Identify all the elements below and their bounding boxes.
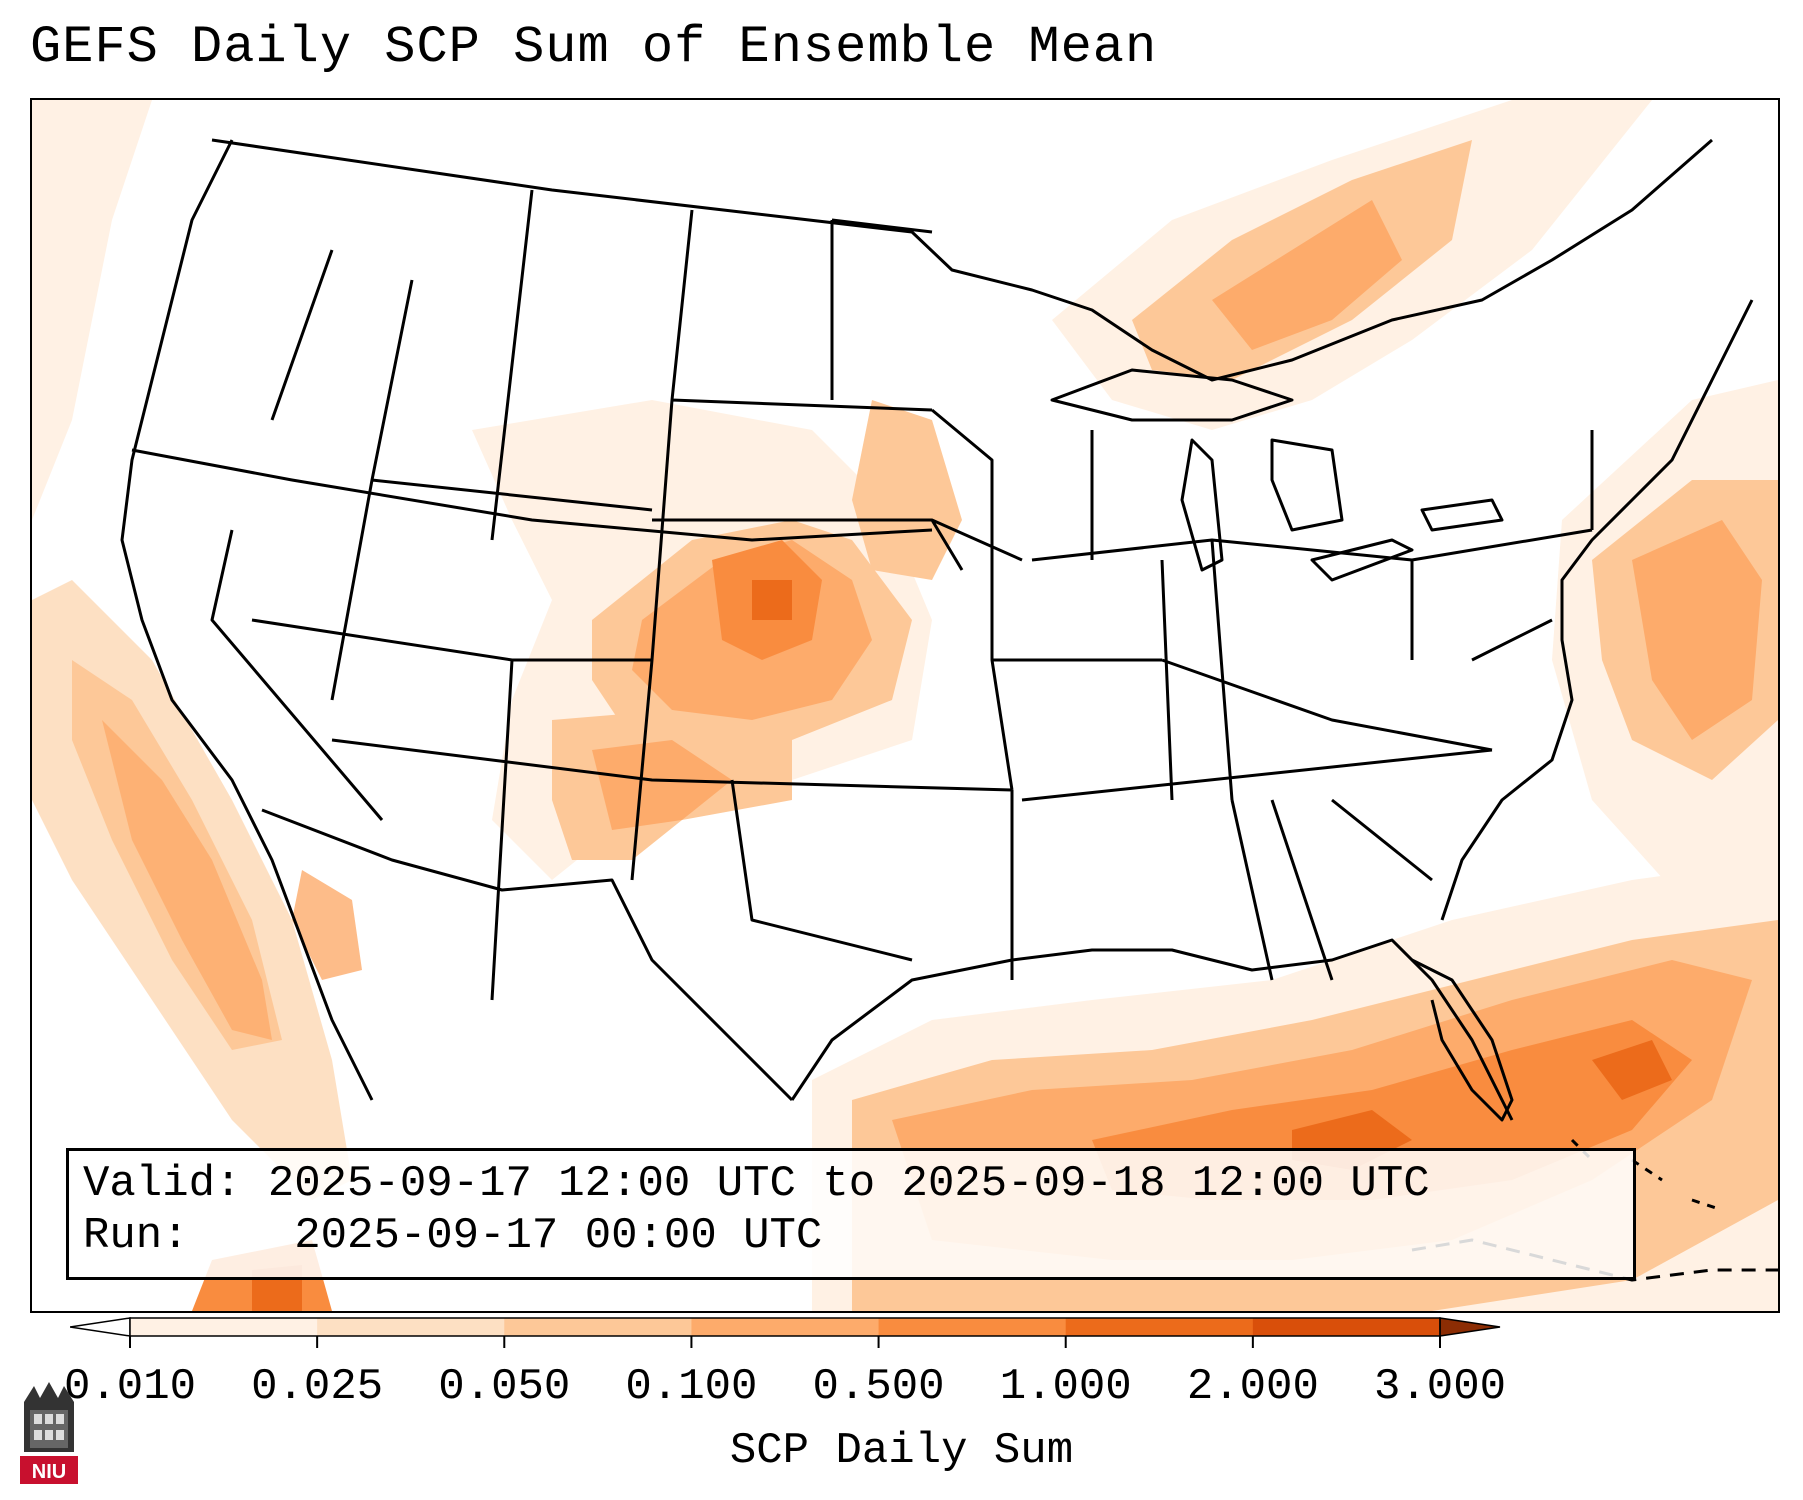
colorbar-tick-label: 2.000 (1186, 1362, 1319, 1412)
pacific-band-light (32, 100, 152, 520)
us-canada-border (211, 138, 1713, 382)
colorbar-segment (691, 1318, 880, 1336)
colorbar-tick-label: 0.100 (625, 1362, 758, 1412)
colorbar-segment (1065, 1318, 1254, 1336)
florida (1411, 958, 1514, 1122)
colorbar-tick-label: 0.010 (63, 1362, 197, 1412)
gulf-coast (790, 938, 1514, 1121)
valid-run-box: Valid: 2025-09-17 12:00 UTC to 2025-09-1… (66, 1148, 1636, 1280)
colorbar-tick-label: 0.025 (251, 1362, 384, 1412)
plains-max (752, 580, 792, 620)
ontario-core (1212, 200, 1402, 350)
run-value: 2025-09-17 00:00 UTC (294, 1211, 823, 1261)
lake-michigan (1180, 438, 1224, 572)
run-line: Run: 2025-09-17 00:00 UTC (83, 1211, 822, 1261)
colorbar-title: SCP Daily Sum (729, 1426, 1074, 1476)
lake-superior (1050, 368, 1294, 422)
colorbar-ticks (129, 1336, 1441, 1348)
colorbar-outline (129, 1317, 1441, 1337)
atlantic-core (1632, 520, 1762, 740)
baja-shade (292, 870, 362, 980)
niu-logo: NIU (20, 1382, 78, 1484)
plot-title: GEFS Daily SCP Sum of Ensemble Mean (30, 18, 1158, 77)
iowa-blob (852, 400, 962, 580)
map-canvas (32, 100, 1778, 1311)
colorbar-tick-label: 0.500 (812, 1362, 945, 1412)
colorbar-over-extend (1439, 1317, 1501, 1337)
colorbar-tick-label: 1.000 (999, 1362, 1132, 1412)
colorbar-segment (878, 1318, 1067, 1336)
colorbar-segments (70, 1317, 1501, 1337)
lake-huron (1270, 438, 1344, 532)
colorbar-segment (317, 1318, 505, 1336)
colorbar-tick-label: 0.050 (438, 1362, 571, 1412)
logo-text: NIU (32, 1461, 66, 1483)
lake-erie (1310, 538, 1414, 582)
valid-line: Valid: 2025-09-17 12:00 UTC to 2025-09-1… (83, 1159, 1430, 1209)
west-coast (120, 139, 374, 1101)
map-panel (30, 98, 1780, 1313)
colorbar-under-extend (70, 1317, 131, 1337)
colorbar (70, 1317, 1501, 1348)
valid-value: 2025-09-17 12:00 UTC to 2025-09-18 12:00… (267, 1159, 1430, 1209)
bahamas-max (1592, 1040, 1672, 1100)
pacific-band-core (102, 720, 272, 1040)
run-label: Run: (83, 1211, 189, 1261)
nm-core (592, 740, 732, 830)
us-mexico-border (261, 808, 794, 1102)
boundaries (120, 138, 1778, 1282)
east-coast (1440, 299, 1754, 921)
lake-ontario (1420, 498, 1504, 532)
colorbar-segment (1252, 1318, 1441, 1336)
colorbar-segment (130, 1318, 318, 1336)
colorbar-tick-label: 3.000 (1373, 1362, 1507, 1412)
valid-label: Valid: (83, 1159, 242, 1209)
state-lines (131, 189, 1594, 1001)
colorbar-segment (504, 1318, 692, 1336)
